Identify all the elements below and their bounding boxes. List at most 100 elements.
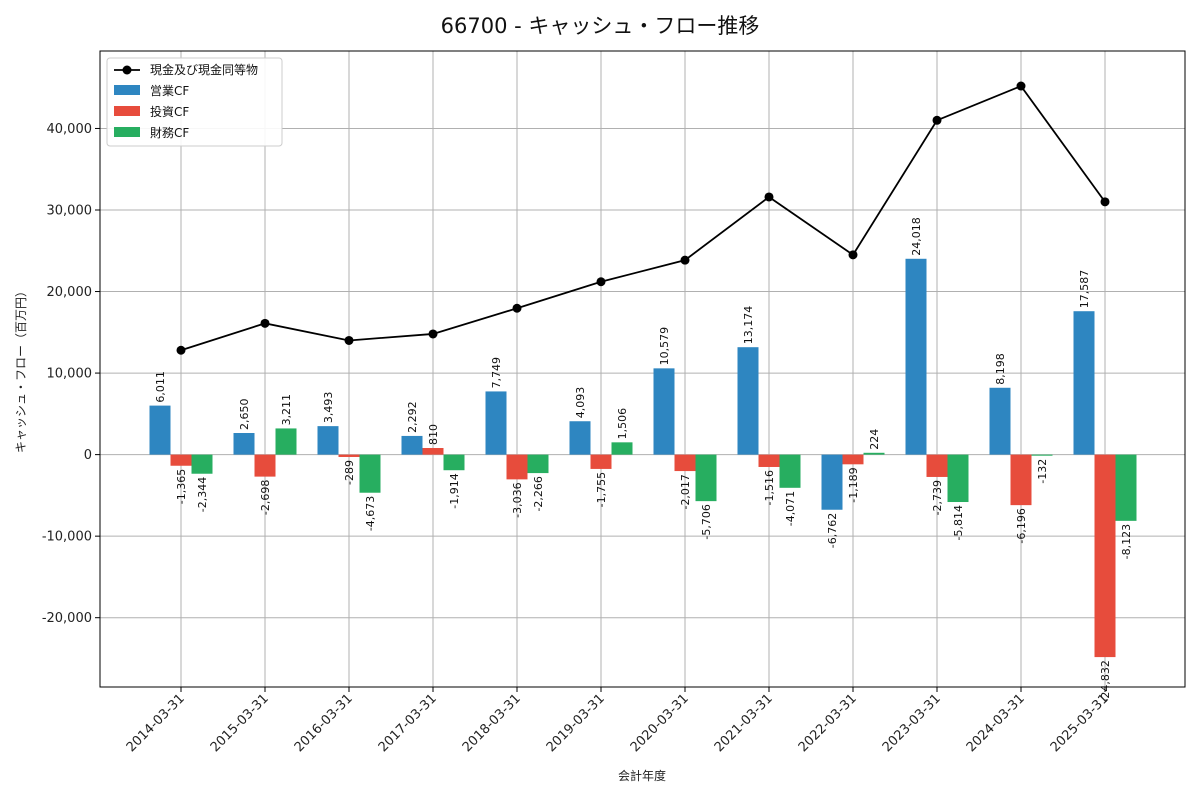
bar-2-5 bbox=[611, 442, 633, 455]
bar-2-4 bbox=[527, 454, 549, 474]
bar-value-label: 17,587 bbox=[1078, 270, 1091, 309]
y-axis-label: キャッシュ・フロー（百万円） bbox=[14, 285, 28, 453]
y-axis-ticks: -20,000 -10,000 0 10,000 20,000 30,000 40,000 bbox=[42, 122, 100, 626]
bar-value-label: -1,516 bbox=[763, 470, 776, 505]
cash-line-point bbox=[848, 250, 858, 260]
bar-1-11 bbox=[1094, 454, 1116, 658]
bar-0-10 bbox=[989, 387, 1011, 455]
bar-2-1 bbox=[275, 428, 297, 455]
bar-1-8 bbox=[842, 454, 864, 465]
cash-line-point bbox=[344, 335, 354, 345]
legend-label-operating: 営業CF bbox=[150, 84, 189, 98]
bar-value-label: -4,071 bbox=[784, 491, 797, 526]
legend-swatch-investing bbox=[114, 106, 140, 116]
bar-2-7 bbox=[779, 454, 801, 488]
bar-0-9 bbox=[905, 258, 927, 455]
bar-0-3 bbox=[401, 435, 423, 455]
bar-value-label: -1,914 bbox=[448, 473, 461, 508]
bar-1-4 bbox=[506, 454, 528, 480]
bar-2-3 bbox=[443, 454, 465, 471]
bar-1-7 bbox=[758, 454, 780, 467]
bar-value-label: 8,198 bbox=[994, 353, 1007, 385]
bar-1-0 bbox=[170, 454, 192, 466]
bar-value-label: -1,365 bbox=[175, 469, 188, 504]
bar-2-0 bbox=[191, 454, 213, 474]
bar-value-label: -24,832 bbox=[1099, 660, 1112, 702]
x-axis-label: 会計年度 bbox=[618, 768, 666, 783]
cash-line-point bbox=[260, 318, 270, 328]
bar-layer bbox=[149, 258, 1137, 658]
bar-0-2 bbox=[317, 426, 339, 455]
bar-0-7 bbox=[737, 347, 759, 455]
bar-value-label: -1,189 bbox=[847, 467, 860, 502]
cash-line-point bbox=[1100, 197, 1110, 207]
bar-value-label: -6,196 bbox=[1015, 508, 1028, 543]
cash-line-point bbox=[932, 115, 942, 125]
bar-value-label: -2,739 bbox=[931, 480, 944, 515]
plot-frame bbox=[99, 50, 1186, 688]
bar-0-6 bbox=[653, 368, 675, 455]
bar-0-1 bbox=[233, 433, 255, 455]
bar-value-label: -1,755 bbox=[595, 472, 608, 507]
data-label-layer: 6,011 2,650 3,493 2,292 7,749 4,093 10,579 13,1… bbox=[154, 217, 1133, 702]
bar-value-label: 3,493 bbox=[322, 392, 335, 424]
legend-swatch-operating bbox=[114, 85, 140, 95]
cash-line-point bbox=[176, 345, 186, 355]
cash-line-point bbox=[764, 192, 774, 202]
bar-2-10 bbox=[1031, 454, 1053, 456]
bar-value-label: 4,093 bbox=[574, 387, 587, 419]
bar-1-2 bbox=[338, 454, 360, 457]
bar-value-label: -3,036 bbox=[511, 482, 524, 517]
legend-label-cash: 現金及び現金同等物 bbox=[150, 62, 258, 77]
bar-value-label: -2,266 bbox=[532, 476, 545, 511]
bar-1-10 bbox=[1010, 454, 1032, 506]
bar-value-label: -5,814 bbox=[952, 505, 965, 540]
bar-value-label: 3,211 bbox=[280, 394, 293, 426]
bar-value-label: 7,749 bbox=[490, 357, 503, 389]
bar-value-label: -132 bbox=[1036, 459, 1049, 484]
bar-1-5 bbox=[590, 454, 612, 469]
bar-1-9 bbox=[926, 454, 948, 477]
bar-value-label: -6,762 bbox=[826, 513, 839, 548]
bar-value-label: -289 bbox=[343, 460, 356, 485]
bar-value-label: 1,506 bbox=[616, 408, 629, 440]
bar-1-1 bbox=[254, 454, 276, 477]
y-tick-label: -10,000 bbox=[42, 530, 92, 545]
y-tick-label: 40,000 bbox=[47, 122, 93, 137]
y-tick-label: -20,000 bbox=[42, 611, 92, 626]
bar-value-label: -8,123 bbox=[1120, 524, 1133, 559]
bar-value-label: 810 bbox=[427, 424, 440, 445]
bar-1-6 bbox=[674, 454, 696, 472]
bar-2-11 bbox=[1115, 454, 1137, 521]
cash-line-point bbox=[596, 277, 606, 287]
cash-line-point bbox=[1016, 81, 1026, 91]
line-layer bbox=[176, 81, 1110, 355]
bar-value-label: 24,018 bbox=[910, 217, 923, 256]
bar-1-3 bbox=[422, 448, 444, 455]
bar-2-8 bbox=[863, 452, 885, 455]
bar-value-label: 2,292 bbox=[406, 401, 419, 433]
legend-line-marker bbox=[122, 65, 132, 75]
cash-line-point bbox=[512, 303, 522, 313]
y-tick-label: 10,000 bbox=[47, 367, 93, 382]
bar-value-label: -4,673 bbox=[364, 496, 377, 531]
legend-label-financing: 財務CF bbox=[150, 125, 189, 140]
bar-2-6 bbox=[695, 454, 717, 502]
y-tick-label: 20,000 bbox=[47, 285, 93, 300]
bar-0-0 bbox=[149, 405, 171, 455]
legend: 現金及び現金同等物 営業CF 投資CF 財務CF bbox=[106, 57, 283, 147]
legend-swatch-financing bbox=[114, 127, 140, 137]
bar-value-label: -2,344 bbox=[196, 477, 209, 512]
bar-0-5 bbox=[569, 421, 591, 455]
bar-0-11 bbox=[1073, 311, 1095, 455]
cash-line-point bbox=[428, 329, 438, 339]
chart-title: 66700 - キャッシュ・フロー推移 bbox=[441, 14, 760, 38]
y-tick-label: 0 bbox=[84, 448, 92, 463]
bar-value-label: -2,017 bbox=[679, 474, 692, 509]
bar-value-label: 10,579 bbox=[658, 327, 671, 366]
cash-line-point bbox=[680, 255, 690, 265]
bar-0-4 bbox=[485, 391, 507, 455]
bar-value-label: 6,011 bbox=[154, 371, 167, 403]
y-tick-label: 30,000 bbox=[47, 204, 93, 219]
